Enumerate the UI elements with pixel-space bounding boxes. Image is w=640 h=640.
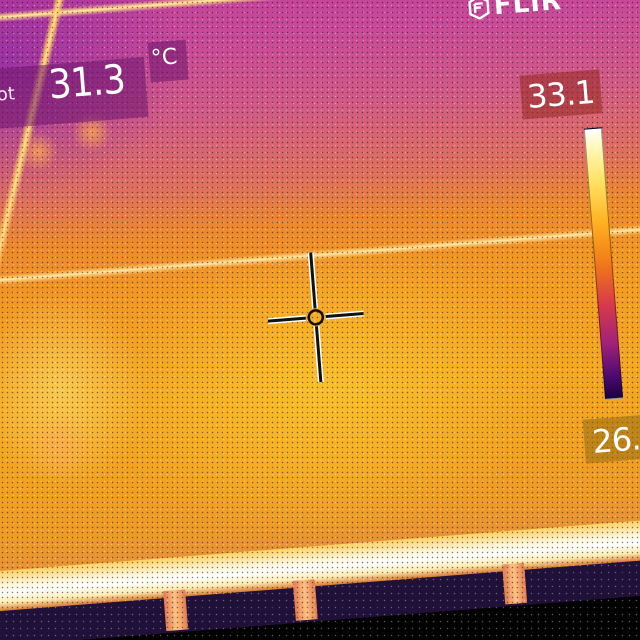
- flir-logo-icon: [468, 0, 490, 20]
- spot-temperature: 31.3: [46, 56, 127, 109]
- spot-label: pot: [0, 83, 16, 107]
- spot-meter-crosshair-icon: [267, 252, 364, 383]
- brand-logo: FLIR: [467, 0, 563, 23]
- scale-min-value: 26.9: [590, 417, 640, 461]
- temperature-unit: °C: [150, 44, 179, 72]
- brand-name: FLIR: [492, 0, 563, 22]
- color-scale-bar: [583, 127, 624, 400]
- scale-max-value: 33.1: [525, 72, 596, 117]
